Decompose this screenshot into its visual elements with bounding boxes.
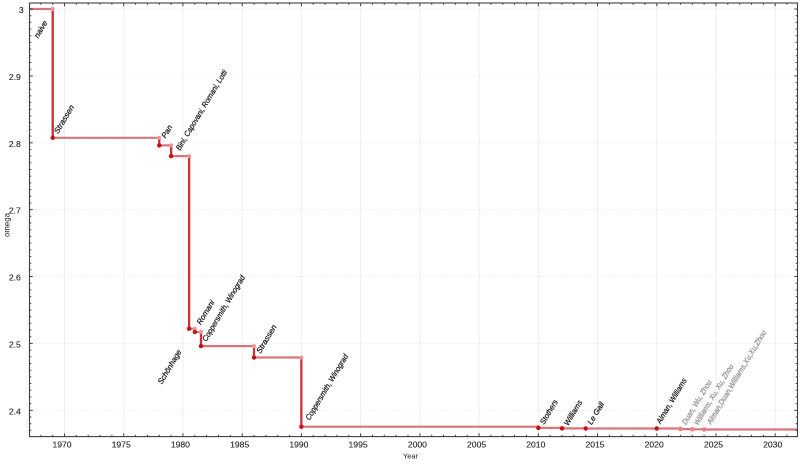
svg-text:1995: 1995 [349, 440, 368, 450]
svg-text:2.9: 2.9 [9, 72, 21, 82]
svg-text:2020: 2020 [645, 440, 664, 450]
svg-text:2025: 2025 [704, 440, 723, 450]
svg-text:1970: 1970 [52, 440, 71, 450]
svg-text:2010: 2010 [526, 440, 545, 450]
svg-text:omega: omega [2, 212, 11, 237]
svg-text:2015: 2015 [585, 440, 604, 450]
svg-text:2.5: 2.5 [9, 339, 21, 349]
svg-text:1975: 1975 [112, 440, 131, 450]
svg-text:2000: 2000 [408, 440, 427, 450]
svg-text:3: 3 [19, 5, 24, 15]
svg-text:2030: 2030 [763, 440, 782, 450]
svg-text:1990: 1990 [289, 440, 308, 450]
svg-text:2.6: 2.6 [9, 273, 21, 283]
svg-text:2.4: 2.4 [9, 406, 21, 416]
svg-text:2005: 2005 [467, 440, 486, 450]
svg-text:1980: 1980 [171, 440, 190, 450]
svg-text:1985: 1985 [230, 440, 249, 450]
svg-text:Year: Year [403, 451, 419, 460]
svg-text:2.8: 2.8 [9, 139, 21, 149]
svg-text:2.7: 2.7 [9, 206, 21, 216]
